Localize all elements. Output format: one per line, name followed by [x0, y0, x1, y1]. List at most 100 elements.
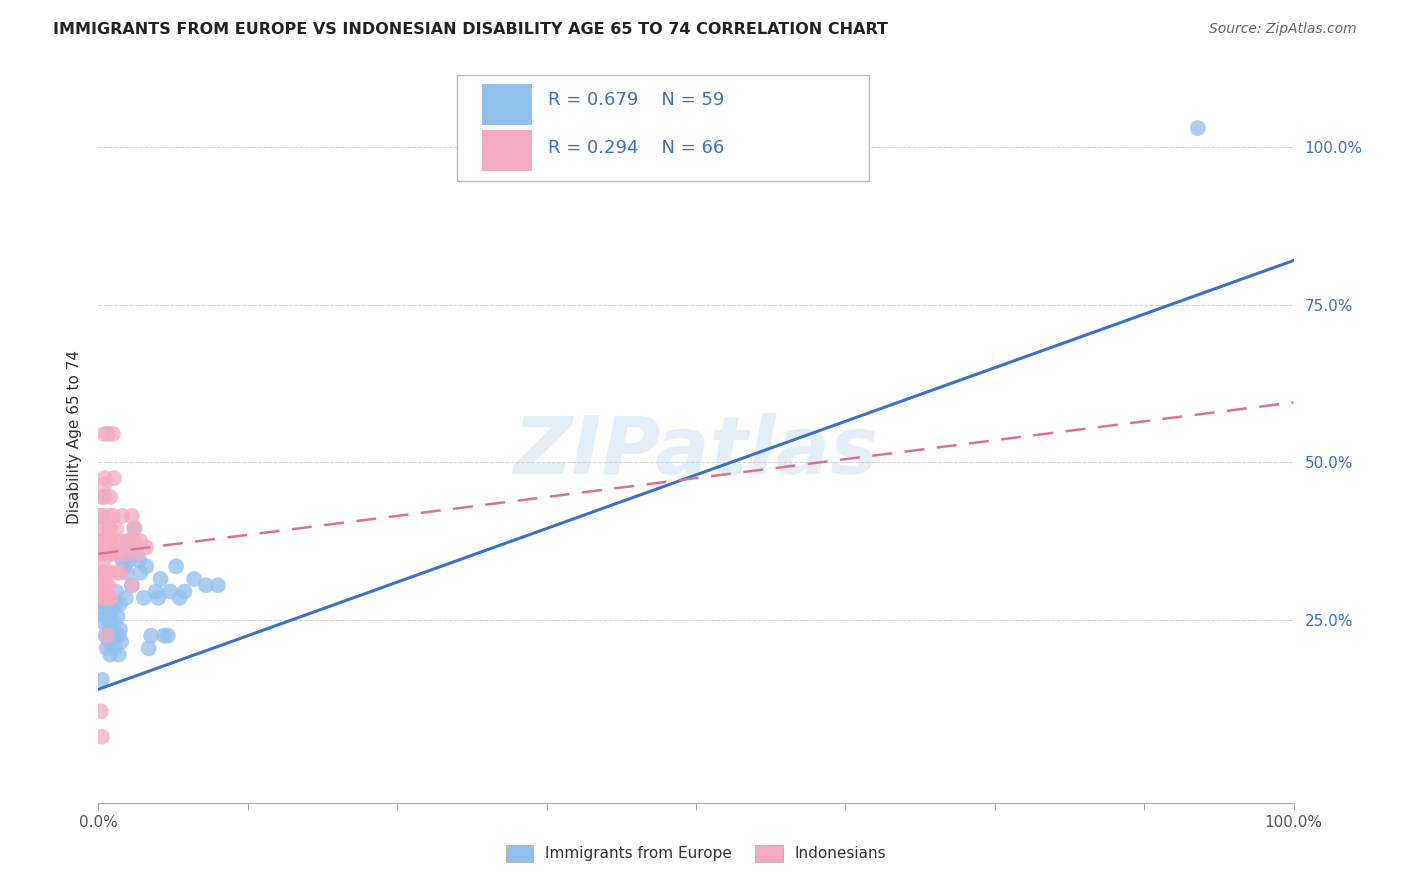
- Point: [89, 578, 111, 592]
- FancyBboxPatch shape: [457, 75, 869, 181]
- Point: [91, 534, 114, 549]
- FancyBboxPatch shape: [482, 84, 533, 125]
- Point: [94, 609, 117, 624]
- Point: [132, 591, 155, 605]
- Point: [93, 547, 115, 561]
- Point: [128, 553, 150, 567]
- Point: [94, 629, 117, 643]
- Point: [94, 578, 117, 592]
- Point: [138, 641, 160, 656]
- Point: [91, 673, 114, 687]
- Point: [121, 578, 143, 592]
- Point: [91, 534, 114, 549]
- Point: [94, 534, 117, 549]
- Point: [108, 623, 131, 637]
- Point: [91, 600, 114, 615]
- Point: [91, 508, 114, 523]
- Point: [96, 591, 118, 605]
- Point: [97, 629, 120, 643]
- Point: [111, 508, 134, 523]
- Point: [98, 521, 122, 535]
- Point: [100, 547, 122, 561]
- Point: [90, 591, 112, 605]
- Point: [169, 591, 191, 605]
- Point: [107, 648, 129, 662]
- Point: [94, 566, 117, 580]
- Point: [110, 534, 132, 549]
- Point: [148, 591, 170, 605]
- Point: [101, 426, 124, 441]
- Point: [105, 584, 128, 599]
- Point: [98, 591, 122, 605]
- Point: [107, 609, 129, 624]
- Point: [89, 508, 111, 523]
- Point: [1187, 121, 1209, 136]
- Point: [121, 508, 143, 523]
- Point: [96, 629, 118, 643]
- Point: [90, 547, 112, 561]
- Point: [121, 578, 143, 592]
- Point: [125, 547, 148, 561]
- Point: [97, 600, 120, 615]
- Point: [105, 629, 128, 643]
- Point: [101, 508, 124, 523]
- Point: [97, 426, 120, 441]
- Point: [145, 584, 167, 599]
- Point: [156, 629, 179, 643]
- Point: [115, 566, 138, 580]
- Point: [96, 521, 118, 535]
- Point: [91, 730, 114, 744]
- Legend: Immigrants from Europe, Indonesians: Immigrants from Europe, Indonesians: [499, 838, 893, 868]
- Point: [101, 629, 124, 643]
- Point: [135, 541, 157, 555]
- Point: [98, 648, 122, 662]
- Point: [101, 603, 124, 617]
- Point: [93, 471, 115, 485]
- Point: [112, 547, 135, 561]
- Point: [98, 547, 122, 561]
- Point: [105, 521, 128, 535]
- Point: [93, 597, 115, 611]
- Point: [96, 641, 118, 656]
- Point: [117, 534, 139, 549]
- Text: IMMIGRANTS FROM EUROPE VS INDONESIAN DISABILITY AGE 65 TO 74 CORRELATION CHART: IMMIGRANTS FROM EUROPE VS INDONESIAN DIS…: [53, 22, 889, 37]
- Point: [98, 566, 121, 580]
- Point: [149, 572, 172, 586]
- Point: [129, 534, 152, 549]
- Point: [91, 534, 114, 549]
- Point: [125, 547, 148, 561]
- Point: [159, 584, 181, 599]
- Point: [93, 426, 115, 441]
- Point: [104, 641, 127, 656]
- Point: [97, 541, 120, 555]
- Point: [165, 559, 187, 574]
- Point: [93, 477, 115, 491]
- Point: [207, 578, 229, 592]
- Point: [98, 534, 121, 549]
- Point: [98, 635, 121, 649]
- Point: [91, 566, 114, 580]
- Point: [94, 541, 117, 555]
- Point: [173, 584, 195, 599]
- Point: [91, 553, 114, 567]
- Point: [98, 490, 122, 504]
- Point: [124, 534, 146, 549]
- Point: [124, 521, 146, 535]
- Point: [104, 547, 127, 561]
- Point: [100, 609, 122, 624]
- Point: [124, 521, 146, 535]
- Point: [111, 553, 134, 567]
- Point: [90, 534, 112, 549]
- Point: [91, 521, 114, 535]
- Point: [107, 534, 129, 549]
- Point: [93, 490, 115, 504]
- Point: [90, 566, 112, 580]
- Point: [104, 597, 127, 611]
- Point: [103, 616, 125, 631]
- Text: R = 0.294    N = 66: R = 0.294 N = 66: [548, 139, 724, 157]
- Point: [107, 629, 129, 643]
- Y-axis label: Disability Age 65 to 74: Disability Age 65 to 74: [67, 350, 83, 524]
- Point: [110, 635, 132, 649]
- Point: [91, 591, 114, 605]
- Point: [118, 553, 141, 567]
